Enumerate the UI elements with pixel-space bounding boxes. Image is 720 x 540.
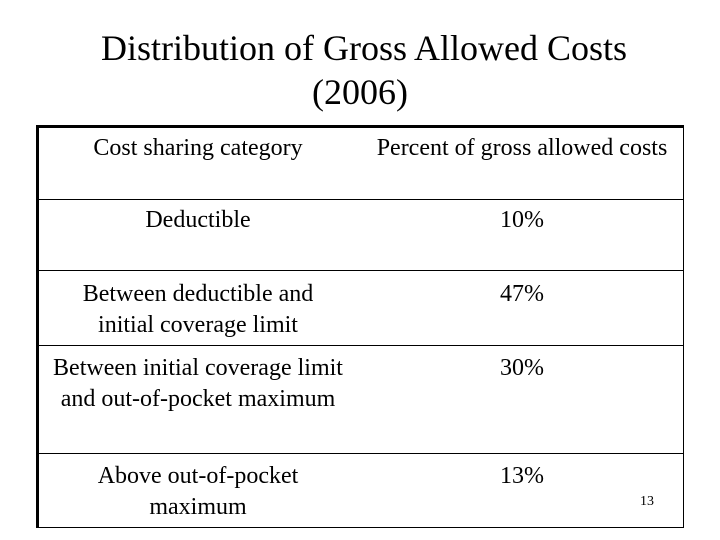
title-line-2: (2006) xyxy=(312,72,408,112)
title-line-1: Distribution of Gross Allowed Costs xyxy=(100,28,628,68)
table-divider xyxy=(36,270,684,271)
cost-table xyxy=(36,125,684,528)
row-category: Deductible xyxy=(145,207,251,233)
row-percent: 30% xyxy=(500,355,544,381)
header-category: Cost sharing category xyxy=(93,135,303,161)
slide-title: Distribution of Gross Allowed Costs (200… xyxy=(0,26,720,114)
row-percent: 47% xyxy=(500,281,544,307)
row-category: Between initial coverage limit and out-o… xyxy=(53,355,343,412)
header-percent: Percent of gross allowed costs xyxy=(376,135,668,161)
table-divider xyxy=(36,453,684,454)
row-percent: 10% xyxy=(500,207,544,233)
row-category: Between deductible and initial coverage … xyxy=(82,281,314,338)
table-divider xyxy=(36,199,684,200)
row-category: Above out-of-pocket maximum xyxy=(97,463,299,520)
table-divider xyxy=(36,345,684,346)
slide-number: 13 xyxy=(640,494,654,509)
row-percent: 13% xyxy=(500,463,544,489)
